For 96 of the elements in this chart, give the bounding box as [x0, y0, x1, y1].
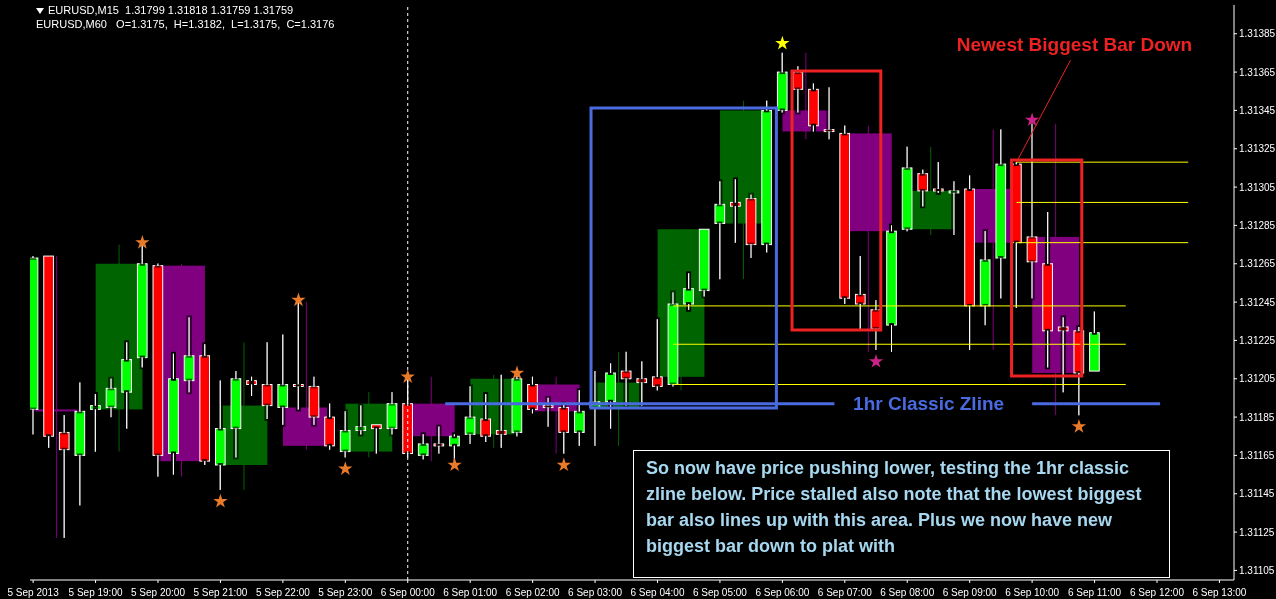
x-tick-label: 6 Sep 10:00: [1005, 587, 1060, 598]
candlestick: [932, 161, 944, 194]
point: [509, 365, 525, 380]
candlestick: [948, 180, 960, 236]
candlestick: [1042, 211, 1053, 368]
candlestick: [214, 380, 226, 491]
candlestick: [230, 370, 242, 458]
x-tick-label: 6 Sep 09:00: [942, 587, 998, 598]
y-tick-label: 1.31225: [1239, 334, 1276, 346]
x-tick-label: 6 Sep 01:00: [443, 587, 498, 598]
y-tick-label: 1.31265: [1239, 258, 1276, 270]
candlestick: [183, 316, 195, 393]
point: [868, 353, 884, 368]
x-tick-label: 6 Sep 11:00: [1067, 587, 1122, 598]
y-tick-label: 1.31305: [1239, 181, 1276, 193]
x-tick-label: 6 Sep 08:00: [880, 587, 935, 598]
candlestick: [152, 263, 164, 477]
candlestick: [964, 175, 975, 351]
x-tick-label: 5 Sep 23:00: [318, 587, 373, 598]
candlestick: [1057, 316, 1069, 393]
x-tick-label: 5 Sep 21:00: [193, 587, 248, 598]
x-tick-label: 5 Sep 19:00: [68, 587, 123, 598]
x-tick-label: 5 Sep 20:00: [131, 587, 186, 598]
candlestick: [58, 414, 70, 539]
y-tick-label: 1.31285: [1239, 219, 1276, 231]
candlestick: [199, 343, 211, 466]
candlestick: [464, 385, 476, 445]
x-tick-label: 6 Sep 04:00: [630, 587, 685, 598]
candlestick: [246, 376, 257, 397]
candlestick: [667, 292, 679, 387]
candlestick: [121, 341, 132, 430]
x-tick-label: 5 Sep 2013: [7, 587, 60, 598]
y-tick-label: 1.31185: [1239, 411, 1275, 423]
candlestick: [636, 361, 648, 407]
x-tick-label: 6 Sep 00:00: [380, 587, 436, 598]
y-tick-label: 1.31385: [1239, 28, 1276, 40]
candlestick: [917, 169, 929, 207]
point: [135, 235, 150, 249]
candlestick: [776, 52, 788, 113]
x-tick-label: 5 Sep 22:00: [255, 587, 311, 598]
candlestick: [542, 397, 554, 428]
candlestick: [979, 230, 991, 326]
point: [400, 369, 415, 383]
x-tick-label: 6 Sep 12:00: [1130, 587, 1185, 598]
y-tick-label: 1.31105: [1239, 564, 1275, 576]
candlestick: [714, 180, 726, 280]
candlestick: [730, 178, 741, 244]
point: [1024, 112, 1040, 127]
y-tick-label: 1.31365: [1239, 66, 1276, 78]
y-tick-label: 1.31205: [1239, 373, 1276, 385]
annotation: 1hr Classic Zline: [853, 392, 1005, 414]
candlestick: [261, 341, 273, 420]
candlestick: [90, 393, 101, 453]
candlestick: [277, 334, 289, 426]
candlestick: [417, 433, 429, 460]
candlestick: [745, 194, 757, 259]
annotation: So now have price pushing lower, testing the 1hr classic zline below. Price stalled also note that the lowest biggest bar also lines up with this area. Plus we now have new biggest bar down to plat with: [632, 450, 1170, 578]
point: [213, 493, 228, 508]
candlestick: [105, 378, 117, 418]
candlestick: [823, 86, 835, 140]
point: [556, 457, 572, 472]
y-tick-label: 1.31345: [1239, 104, 1276, 116]
point: [338, 461, 353, 475]
x-tick-label: 6 Sep 13:00: [1192, 587, 1247, 598]
point: [775, 35, 790, 50]
candlestick: [168, 353, 179, 476]
y-tick-label: 1.31125: [1239, 526, 1275, 538]
candlestick: [433, 426, 445, 454]
text: EURUSD,M60 O=1.3175, H=1.3182, L=1.3175, C=1.3176: [36, 17, 335, 31]
x-tick-label: 6 Sep 02:00: [505, 587, 561, 598]
point: [447, 457, 462, 472]
y-tick-label: 1.31145: [1239, 488, 1275, 500]
point: [1071, 419, 1087, 433]
x-tick-label: 6 Sep 06:00: [755, 587, 810, 598]
x-tick-label: 6 Sep 03:00: [568, 587, 623, 598]
candlestick: [480, 393, 491, 443]
candlestick: [324, 403, 335, 451]
candlestick: [652, 318, 663, 391]
x-tick-label: 6 Sep 05:00: [692, 587, 748, 598]
candlestick: [573, 389, 585, 447]
x-tick-label: 6 Sep 07:00: [817, 587, 873, 598]
candlestick: [901, 146, 913, 232]
candlestick: [308, 376, 320, 426]
candlestick: [620, 351, 632, 407]
candlestick: [74, 382, 86, 506]
candlestick: [605, 362, 616, 430]
point: [291, 292, 306, 307]
candlestick: [854, 255, 866, 330]
candlestick: [995, 129, 1007, 299]
y-tick-label: 1.31325: [1239, 143, 1276, 155]
y-tick-label: 1.31245: [1239, 296, 1276, 308]
annotation: Newest Biggest Bar Down: [956, 33, 1193, 55]
chart-title: EURUSD,M15 1.31799 1.31818 1.31759 1.31759: [47, 3, 295, 17]
candlestick: [386, 391, 398, 435]
candlestick: [886, 224, 897, 353]
y-tick-label: 1.31165: [1239, 449, 1275, 461]
